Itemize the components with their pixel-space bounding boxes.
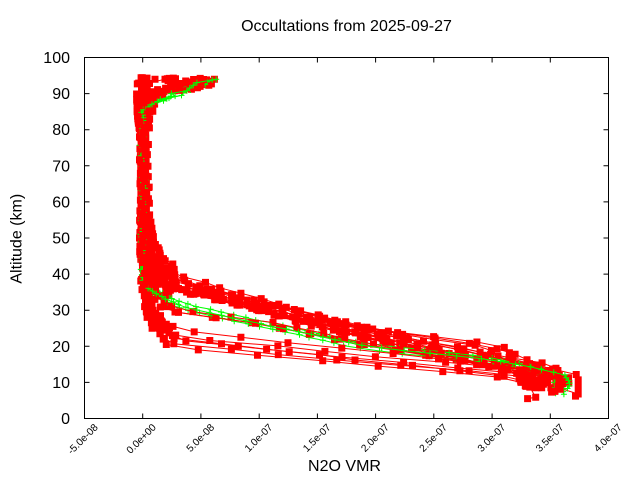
svg-text:20: 20 bbox=[52, 339, 70, 356]
svg-text:Altitude (km): Altitude (km) bbox=[9, 194, 26, 284]
svg-text:70: 70 bbox=[52, 158, 70, 175]
svg-text:50: 50 bbox=[52, 231, 70, 248]
svg-text:90: 90 bbox=[52, 86, 70, 103]
svg-text:80: 80 bbox=[52, 122, 70, 139]
svg-text:60: 60 bbox=[52, 194, 70, 211]
svg-text:10: 10 bbox=[52, 375, 70, 392]
svg-text:N2O VMR: N2O VMR bbox=[308, 458, 381, 475]
svg-text:30: 30 bbox=[52, 303, 70, 320]
svg-text:Occultations from 2025-09-27: Occultations from 2025-09-27 bbox=[241, 18, 452, 35]
svg-text:0: 0 bbox=[61, 411, 70, 428]
svg-text:100: 100 bbox=[43, 50, 70, 67]
svg-text:40: 40 bbox=[52, 267, 70, 284]
